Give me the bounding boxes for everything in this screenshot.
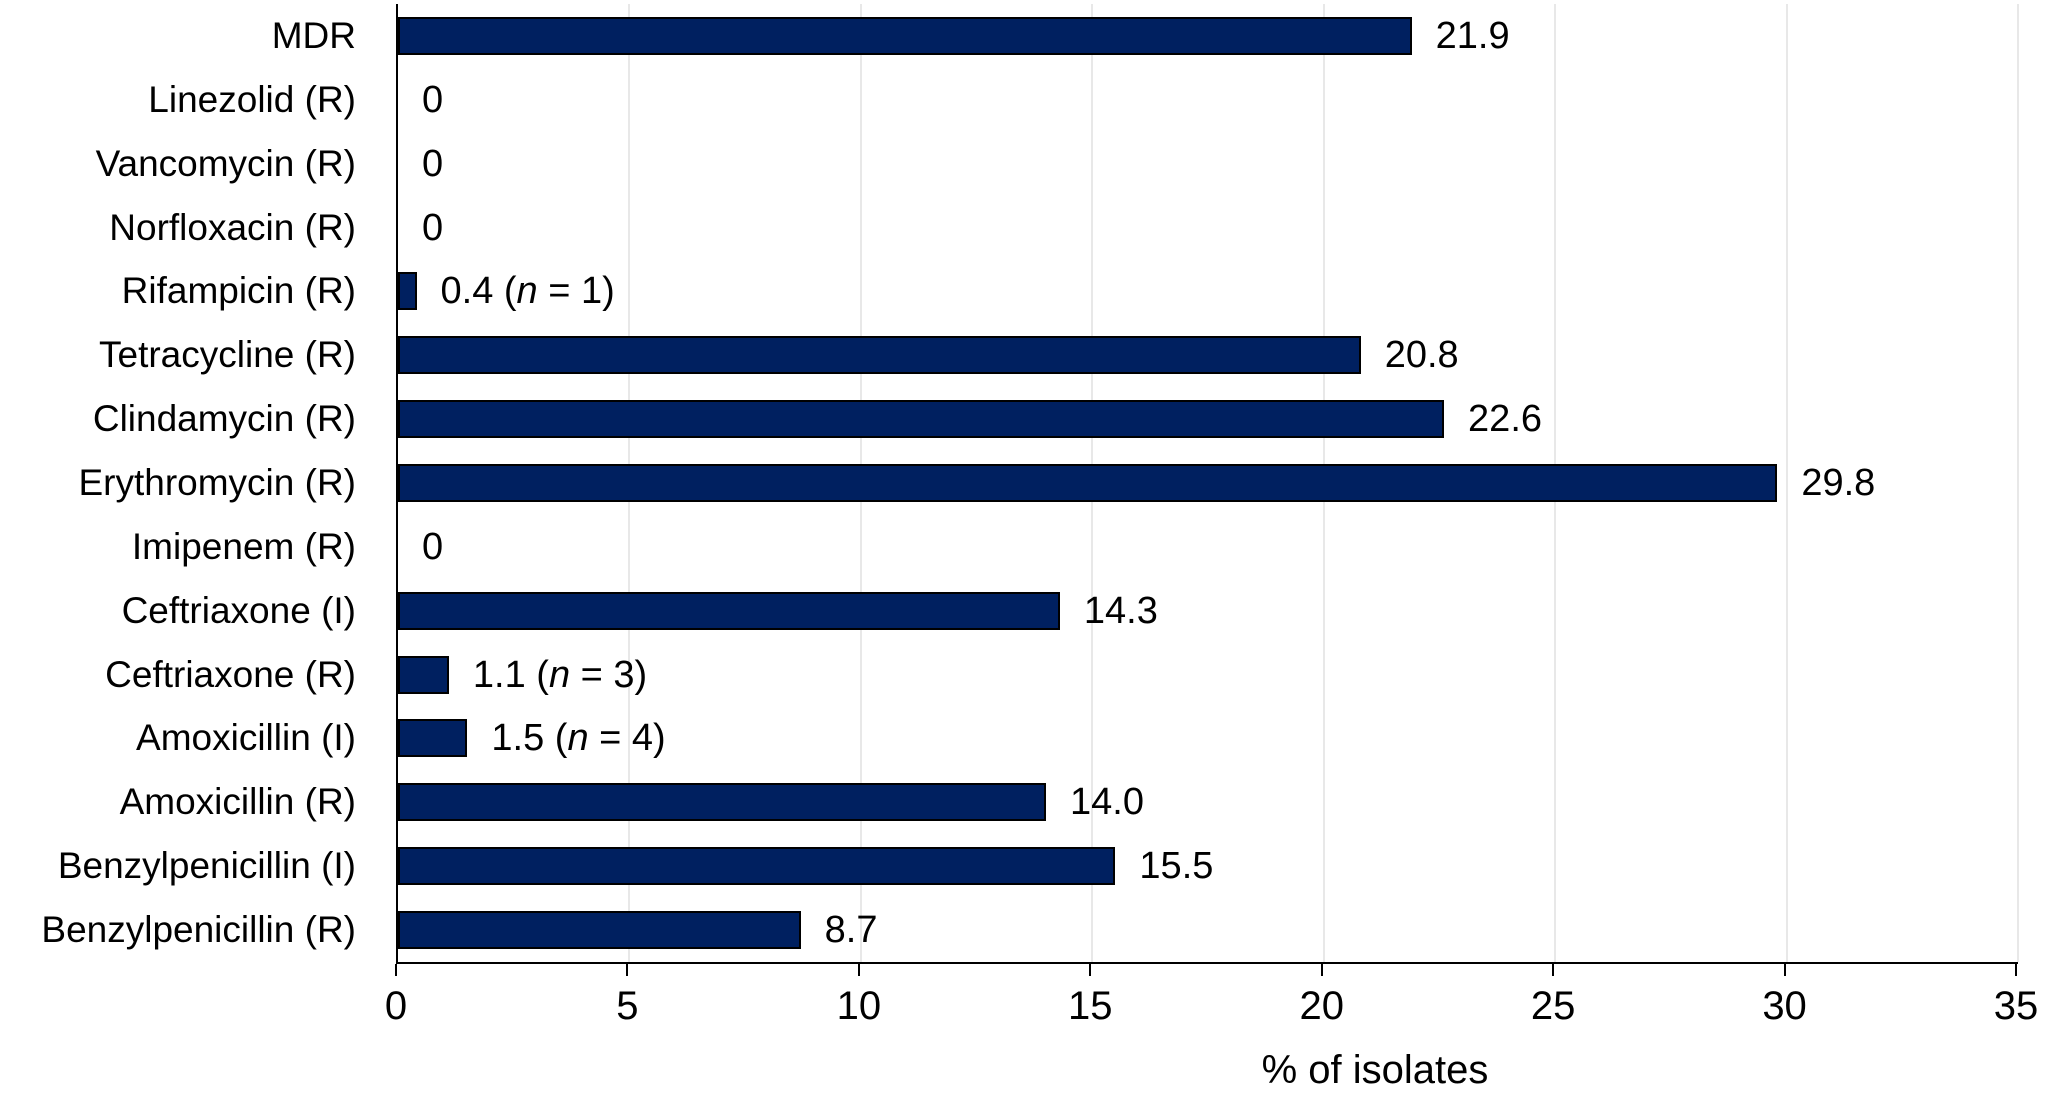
value-label: 0 [422,525,444,568]
x-axis-title: % of isolates [1261,1048,1489,1092]
x-tick-mark-10 [857,964,860,976]
value-label: 14.3 [1083,589,1158,632]
plot-area: 21.9 0 0 0 0.4 (n = 1) 20.8 22.6 29.8 0 14.3 1.1 (… [396,4,2019,964]
bar-row: 8.7 [398,898,2018,962]
bar-row: 0 [398,196,2018,260]
n-italic: n [516,270,538,313]
x-tick-mark-25 [1552,964,1555,976]
category-label: Linezolid (R) [148,78,356,120]
bar [398,910,801,949]
category-label: Clindamycin (R) [92,398,356,440]
value-label: 22.6 [1468,398,1543,441]
x-tick-mark-15 [1089,964,1092,976]
value-label: 0 [422,206,444,249]
gridline-30 [1785,4,1788,962]
value-label: 0.4 (n = 1) [440,270,615,313]
n-italic: n [548,653,571,696]
bar-row: 1.1 (n = 3) [398,643,2018,707]
bar-row: 1.5 (n = 4) [398,706,2018,770]
bar-row: 15.5 [398,834,2018,898]
category-label: Benzylpenicillin (I) [57,845,356,887]
value-label: 21.9 [1435,14,1510,57]
bar-row: 0 [398,132,2018,196]
bar-row: 22.6 [398,387,2018,451]
bar [398,719,468,758]
bar [398,591,1060,630]
category-label: Erythromycin (R) [78,461,356,503]
x-tick-label: 35 [1993,984,2039,1028]
bar-row: 20.8 [398,323,2018,387]
bar-row: 0 [398,68,2018,132]
x-tick-label: 0 [384,984,408,1028]
bar [398,16,1412,55]
bar-row: 21.9 [398,4,2018,68]
category-label: Vancomycin (R) [95,142,356,184]
x-tick-mark-0 [395,964,397,976]
category-label: Amoxicillin (R) [119,781,356,823]
x-tick-mark-35 [2015,964,2017,976]
x-tick-label: 5 [616,984,639,1028]
bar-row: 0.4 (n = 1) [398,259,2018,323]
category-label: Benzylpenicillin (R) [41,908,356,950]
bar-row: 0 [398,515,2018,579]
category-label: Tetracycline (R) [99,334,356,376]
category-label: Ceftriaxone (I) [121,589,356,631]
value-label: 0 [422,78,444,121]
x-tick-label: 10 [836,984,882,1028]
bar-row: 14.0 [398,770,2018,834]
x-tick-mark-30 [1783,964,1786,976]
x-tick-label: 30 [1762,984,1807,1028]
value-label: 8.7 [824,908,878,951]
bar [398,336,1361,375]
gridline-35 [2017,4,2019,962]
value-label: 14.0 [1070,781,1144,824]
bar [398,400,1445,439]
x-tick-label: 20 [1299,984,1344,1028]
bar [398,655,449,694]
category-label: Imipenem (R) [131,525,356,567]
category-label: Rifampicin (R) [121,270,356,312]
bar [398,847,1116,886]
value-label: 29.8 [1801,461,1876,504]
bar-row: 29.8 [398,451,2018,515]
x-tick-mark-5 [626,964,629,976]
n-italic: n [567,717,589,760]
bar [398,463,1778,502]
bar-rows: 21.9 0 0 0 0.4 (n = 1) 20.8 22.6 29.8 0 14.3 1.1 (… [398,4,2018,962]
value-label: 0 [422,142,444,185]
value-label: 20.8 [1384,334,1459,377]
x-tick-label: 25 [1530,984,1576,1028]
value-label: 15.5 [1139,845,1214,888]
bar-row: 14.3 [398,579,2018,643]
value-label: 1.5 (n = 4) [491,717,666,760]
bar [398,783,1046,822]
category-label: MDR [271,14,356,56]
bar [398,272,417,311]
x-tick-label: 15 [1068,984,1113,1028]
category-label: Amoxicillin (I) [136,717,356,759]
category-label: Norfloxacin (R) [109,206,356,248]
x-tick-mark-20 [1320,964,1323,976]
category-label: Ceftriaxone (R) [105,653,356,695]
value-label: 1.1 (n = 3) [472,653,648,696]
category-axis: MDR Linezolid (R) Vancomycin (R) Norfloxaci… [0,4,356,962]
